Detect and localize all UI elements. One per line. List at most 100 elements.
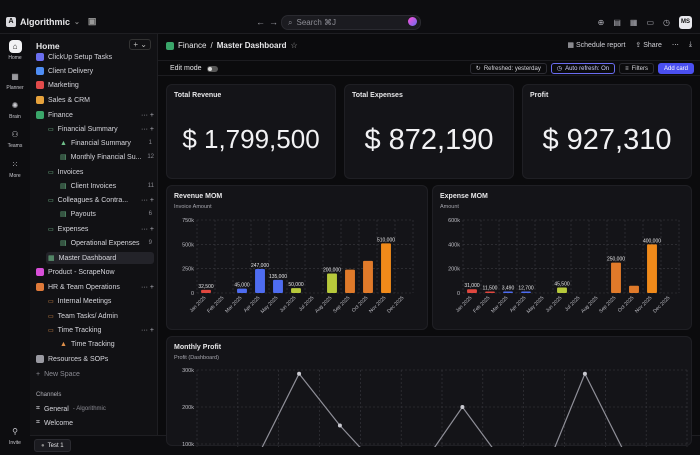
folder-actions[interactable]: ··· + xyxy=(140,326,154,334)
top-bar-actions: ⊕ ▤ ▦ ▭ ◷ MS xyxy=(598,16,692,29)
space-icon xyxy=(36,283,44,291)
video-icon[interactable]: ▭ xyxy=(646,18,655,27)
sidebar-list-financial-summary[interactable]: ▲ Financial Summary 1 xyxy=(60,137,154,149)
sidebar-toggle-icon[interactable]: ▣ xyxy=(87,16,97,26)
rail-more-label: More xyxy=(9,173,21,179)
bar xyxy=(503,291,513,293)
chart-card-revenue-mom[interactable]: Revenue MOM Invoice Amount 0 250k 500k 750k… xyxy=(166,185,428,330)
sidebar-item-label: Monthly Financial Su... xyxy=(70,153,142,161)
sidebar-folder-colleagues[interactable]: ▭ Colleagues & Contra... ··· + xyxy=(48,194,154,206)
y-tick-label: 400k xyxy=(448,242,460,248)
dot-icon: ● xyxy=(41,442,45,449)
kpi-card-total-revenue[interactable]: Total Revenue $ 1,799,500 xyxy=(166,84,336,179)
auto-refresh-button[interactable]: ◷ Auto refresh: On xyxy=(550,63,616,74)
sidebar-item-label: Client Invoices xyxy=(70,182,117,190)
space-icon xyxy=(36,111,44,119)
kpi-card-total-expenses[interactable]: Total Expenses $ 872,190 xyxy=(344,84,514,179)
sidebar-item-resources-sops[interactable]: Resources & SOPs xyxy=(36,353,108,365)
x-tick-label: Jan 2025 xyxy=(189,295,208,314)
kpi-card-profit[interactable]: Profit $ 927,310 xyxy=(522,84,692,179)
chart-card-expense-mom[interactable]: Expense MOM Amount 0 200k 400k 600k 31,000 Ja… xyxy=(432,185,692,330)
folder-actions[interactable]: ··· + xyxy=(140,225,154,233)
sidebar-list-client-invoices[interactable]: ▤ Client Invoices 11 xyxy=(60,180,154,192)
breadcrumb-space[interactable]: Finance xyxy=(178,41,207,50)
y-tick-label: 0 xyxy=(457,291,460,297)
rail-teams[interactable]: ⚇ Teams xyxy=(0,128,30,149)
space-icon xyxy=(36,96,44,104)
finance-actions[interactable]: ··· + xyxy=(140,111,154,119)
sidebar-list-monthly-financial[interactable]: ▤ Monthly Financial Su... 12 xyxy=(60,151,154,163)
sidebar-folder-invoices[interactable]: ▭ Invoices xyxy=(48,166,83,178)
sidebar-item-label: Payouts xyxy=(70,210,96,218)
sidebar-list-payouts[interactable]: ▤ Payouts 6 xyxy=(60,208,154,220)
schedule-report-button[interactable]: ▦ Schedule report xyxy=(567,41,625,49)
sidebar-item-clickup-setup[interactable]: ClickUp Setup Tasks xyxy=(36,51,112,63)
workspace-name: Algorithmic xyxy=(20,16,71,27)
sidebar-folder-internal-meetings[interactable]: ▭ Internal Meetings xyxy=(48,295,111,307)
sidebar-item-product-scrapenow[interactable]: Product - ScrapeNow xyxy=(36,266,115,278)
sidebar-list-operational-expenses[interactable]: ▤ Operational Expenses 9 xyxy=(60,237,154,249)
auto-refresh-label: Auto refresh: On xyxy=(565,65,610,72)
calendar-icon[interactable]: ▦ xyxy=(629,18,638,27)
sidebar-item-label: Marketing xyxy=(48,81,79,89)
sidebar-folder-expenses[interactable]: ▭ Expenses ··· + xyxy=(48,223,154,235)
notepad-icon[interactable]: ▤ xyxy=(613,18,621,27)
sidebar-item-label: Finance xyxy=(48,111,73,119)
channel-general[interactable]: ⌗ General - Algorithmic xyxy=(36,403,106,415)
rail-brain[interactable]: ✺ Brain xyxy=(0,99,30,120)
ai-sparkle-icon[interactable] xyxy=(408,17,417,26)
channel-welcome[interactable]: ⌗ Welcome xyxy=(36,417,73,429)
kpi-title: Profit xyxy=(530,92,549,99)
rail-planner[interactable]: ▦ Planner xyxy=(0,70,30,91)
folder-icon: ▭ xyxy=(48,226,54,233)
history-nav[interactable]: ←→ xyxy=(256,17,282,27)
add-icon[interactable]: ⊕ xyxy=(597,18,605,27)
sidebar-folder-financial-summary[interactable]: ▭ Financial Summary ··· + xyxy=(48,123,154,135)
item-count: 9 xyxy=(148,240,152,246)
sidebar-item-hr-team[interactable]: HR & Team Operations ··· + xyxy=(36,281,154,293)
forward-arrow-icon[interactable]: → xyxy=(269,17,282,27)
workspace-switcher[interactable]: A Algorithmic ⌄ ▣ xyxy=(6,16,96,27)
avatar[interactable]: MS xyxy=(679,16,692,29)
data-point xyxy=(582,371,587,376)
filters-button[interactable]: ≡ Filters xyxy=(619,63,654,74)
refresh-button[interactable]: ↻ Refreshed: yesterday xyxy=(469,63,547,74)
people-icon: ⚇ xyxy=(11,130,19,139)
sidebar-list-time-tracking[interactable]: ▲ Time Tracking xyxy=(60,338,115,350)
sidebar-item-label: HR & Team Operations xyxy=(48,283,120,291)
new-space-button[interactable]: + New Space xyxy=(36,368,80,380)
sidebar-item-client-delivery[interactable]: Client Delivery xyxy=(36,65,93,77)
folder-actions[interactable]: ··· + xyxy=(140,125,154,133)
bar-value-label: 11,500 xyxy=(483,286,498,292)
share-button[interactable]: ⇪ Share xyxy=(635,41,662,49)
more-icon[interactable]: ⋯ xyxy=(671,42,679,49)
sidebar-folder-team-tasks[interactable]: ▭ Team Tasks/ Admin xyxy=(48,310,118,322)
y-tick-label: 100k xyxy=(182,442,194,447)
rail-more[interactable]: ⁙ More xyxy=(0,158,30,179)
sidebar-item-finance[interactable]: Finance ··· + xyxy=(36,109,154,121)
folder-actions[interactable]: ··· + xyxy=(140,196,154,204)
sidebar-new-button[interactable]: + ⌄ xyxy=(129,39,151,50)
star-icon[interactable]: ☆ xyxy=(290,41,298,50)
chart-card-monthly-profit[interactable]: Monthly Profit Profit (Dashboard) 300k 20… xyxy=(166,336,692,447)
y-tick-label: 750k xyxy=(182,218,194,224)
add-card-button[interactable]: Add card xyxy=(657,63,694,74)
back-arrow-icon[interactable]: ← xyxy=(256,17,269,27)
rail-invite[interactable]: ⚲ Invite xyxy=(0,425,30,446)
kpi-value: $ 1,799,500 xyxy=(182,124,320,154)
edit-mode-toggle[interactable] xyxy=(206,65,218,72)
bar-value-label: 45,500 xyxy=(554,281,570,287)
sidebar-item-master-dashboard[interactable]: ▦ Master Dashboard xyxy=(46,252,154,264)
sidebar-item-sales-crm[interactable]: Sales & CRM xyxy=(36,94,90,106)
hr-actions[interactable]: ··· + xyxy=(140,283,154,291)
download-icon[interactable]: ⤓ xyxy=(688,41,692,48)
rail-home[interactable]: ⌂ Home xyxy=(0,40,30,61)
chart-subtitle: Profit (Dashboard) xyxy=(174,355,219,361)
clock-icon[interactable]: ◷ xyxy=(663,18,670,27)
sidebar-folder-time-tracking[interactable]: ▭ Time Tracking ··· + xyxy=(48,324,154,336)
calendar-icon: ▦ xyxy=(11,72,19,81)
tray-tab[interactable]: ● Test 1 xyxy=(34,439,71,452)
tray-tab-label: Test 1 xyxy=(47,442,64,449)
search-input[interactable]: ⌕ Search ⌘J xyxy=(281,15,421,30)
sidebar-item-marketing[interactable]: Marketing xyxy=(36,79,79,91)
